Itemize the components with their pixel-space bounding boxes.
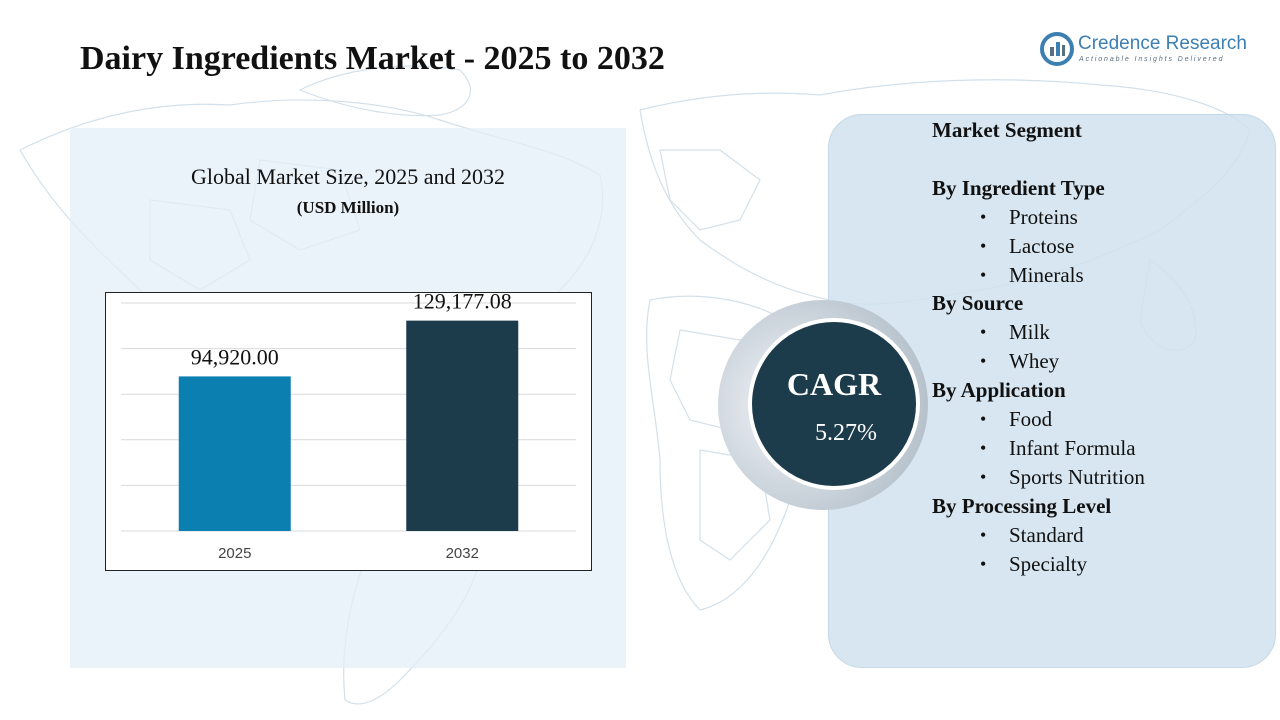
cagr-circle <box>748 318 920 490</box>
logo-name: Credence Research <box>1078 33 1247 54</box>
segment-item: Minerals <box>1009 262 1084 287</box>
segment-item: Specialty <box>1009 551 1088 576</box>
bullet-icon: • <box>980 351 987 372</box>
bullet-icon: • <box>980 264 987 285</box>
cagr-label: CAGR <box>786 366 882 402</box>
credence-logo-icon <box>1040 32 1074 66</box>
bullet-icon: • <box>980 235 987 256</box>
segment-item: Whey <box>1009 349 1060 374</box>
segment-item: Sports Nutrition <box>1009 464 1145 489</box>
data-label-2032: 129,177.08 <box>413 293 512 314</box>
bullet-icon: • <box>980 524 987 545</box>
segment-group-title: By Ingredient Type <box>932 175 1105 200</box>
segment-group-title: By Source <box>932 291 1024 316</box>
x-tick-label-2025: 2025 <box>218 545 251 562</box>
bullet-icon: • <box>980 466 987 487</box>
segment-item: Standard <box>1009 522 1084 547</box>
bullet-icon: • <box>980 553 987 574</box>
company-logo: Credence Research Actionable Insights De… <box>1040 32 1260 72</box>
bullet-icon: • <box>980 409 987 429</box>
segment-item: Milk <box>1009 320 1050 345</box>
segment-item: Proteins <box>1009 204 1078 229</box>
segment-header: Market Segment <box>932 118 1082 142</box>
segment-group-title: By Application <box>932 378 1066 403</box>
bar-chart-svg: 94,920.00 2025 129,177.08 2032 <box>121 293 576 562</box>
segment-item: Infant Formula <box>1009 435 1136 460</box>
bar-2025 <box>178 376 291 531</box>
cagr-value: 5.27% <box>815 420 877 446</box>
bar-chart: 94,920.00 2025 129,177.08 2032 <box>105 292 592 571</box>
chart-subtitle: (USD Million) <box>296 198 400 217</box>
bar-2032 <box>406 320 519 531</box>
bullet-icon: • <box>980 437 987 458</box>
bullet-icon: • <box>980 206 987 227</box>
segment-group-title: By Processing Level <box>932 493 1112 518</box>
x-tick-label-2032: 2032 <box>446 545 479 562</box>
data-label-2025: 94,920.00 <box>191 344 279 369</box>
chart-title: Global Market Size, 2025 and 2032 <box>190 164 506 189</box>
page-title: Dairy Ingredients Market - 2025 to 2032 <box>80 40 665 77</box>
segment-item: Food <box>1009 407 1053 431</box>
logo-tagline: Actionable Insights Delivered <box>1079 56 1225 63</box>
bullet-icon: • <box>980 322 987 343</box>
segment-item: Lactose <box>1009 233 1075 258</box>
